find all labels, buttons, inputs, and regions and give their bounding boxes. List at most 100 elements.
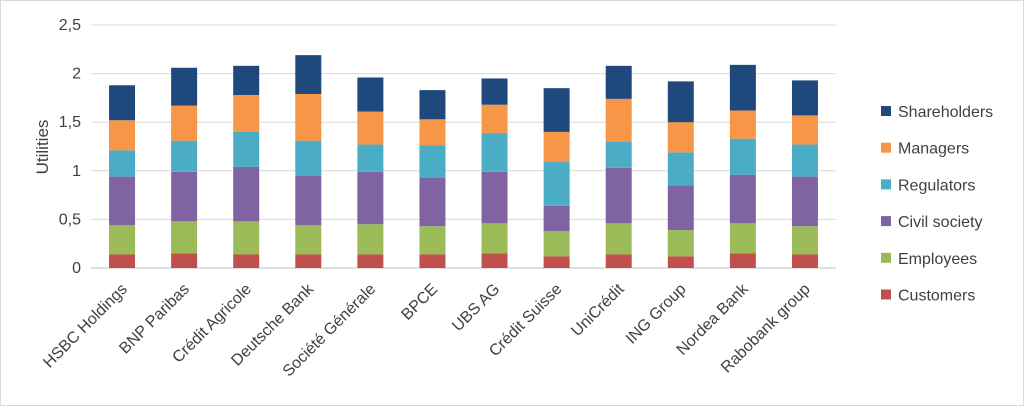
legend-swatch [881, 142, 891, 153]
legend-label: Shareholders [898, 104, 993, 121]
bar-segment-managers [357, 111, 384, 145]
bar-segment-employees [295, 225, 322, 255]
bar-segment-managers [481, 104, 508, 133]
bar-segment-civil-society [667, 185, 694, 231]
bar-segment-customers [109, 254, 136, 268]
x-tick-label: UBS AG [449, 281, 503, 335]
legend-label: Regulators [898, 177, 975, 194]
bar-segment-managers [667, 122, 694, 153]
bar-segment-employees [357, 224, 384, 255]
bar-segment-managers [543, 131, 570, 163]
bar-segment-employees [109, 225, 136, 255]
bar-segment-employees [729, 223, 756, 254]
bar-segment-regulators [295, 140, 322, 176]
bar-segment-managers [233, 94, 260, 132]
bar-segment-customers [605, 254, 632, 268]
bar-segment-customers [791, 254, 818, 268]
bar-segment-shareholders [357, 77, 384, 112]
bar-segment-shareholders [791, 80, 818, 116]
y-axis: 0 0,5 1 1,5 2 2,5 [59, 17, 81, 277]
bar-segment-civil-society [109, 176, 136, 226]
bar-segment-civil-society [419, 177, 446, 227]
bar-segment-regulators [543, 162, 570, 206]
bar-segment-managers [109, 120, 136, 151]
bar-segment-regulators [481, 132, 508, 172]
bar-segment-managers [171, 105, 198, 141]
bar-segment-employees [419, 226, 446, 255]
legend-label: Employees [898, 251, 977, 268]
bar-segment-civil-society [295, 175, 322, 226]
x-tick-label: UniCrédit [568, 280, 628, 340]
bar-segment-employees [605, 223, 632, 255]
legend-label: Civil society [898, 214, 982, 231]
bar-segment-managers [605, 98, 632, 142]
legend-label: Managers [898, 141, 969, 158]
bar-segment-civil-society [357, 171, 384, 225]
bar-segment-shareholders [605, 65, 632, 99]
bar-segment-shareholders [481, 78, 508, 105]
x-tick-label: HSBC Holdings [40, 281, 131, 372]
bar-segment-regulators [357, 144, 384, 172]
x-tick-label: ING Group [623, 281, 690, 348]
bar-segment-shareholders [171, 67, 198, 106]
bar-segment-customers [419, 254, 446, 268]
bar-segment-employees [543, 231, 570, 257]
bar-segment-civil-society [171, 171, 198, 222]
x-tick-label: BPCE [398, 281, 441, 324]
legend: Shareholders Managers Regulators Civil soci… [881, 104, 993, 305]
legend-swatch [881, 216, 891, 227]
bar-segment-regulators [171, 140, 198, 172]
bar-segment-civil-society [729, 174, 756, 224]
y-tick-label: 2,5 [59, 17, 81, 34]
bar-segment-civil-society [233, 166, 260, 222]
y-axis-title: Utilities [33, 120, 52, 175]
bar-segment-shareholders [419, 90, 446, 120]
bar-segment-employees [171, 221, 198, 254]
bar-segment-regulators [791, 144, 818, 177]
y-tick-label: 2 [72, 66, 81, 83]
y-tick-label: 1,5 [59, 114, 81, 131]
bar-segment-regulators [605, 141, 632, 168]
legend-label: Customers [898, 288, 975, 305]
legend-swatch [881, 289, 891, 300]
bar-segment-civil-society [543, 205, 570, 232]
gridlines [91, 24, 836, 269]
bar-segment-regulators [729, 138, 756, 175]
bar-segment-customers [481, 253, 508, 268]
bar-segment-employees [791, 226, 818, 255]
bar-segment-regulators [419, 145, 446, 178]
bar-segment-managers [791, 115, 818, 145]
legend-swatch [881, 106, 891, 116]
bar-segment-employees [481, 223, 508, 254]
bar-segment-employees [667, 230, 694, 257]
y-tick-label: 1 [72, 163, 81, 180]
y-tick-label: 0 [72, 260, 81, 277]
y-tick-label: 0,5 [59, 211, 81, 228]
bar-segment-managers [295, 94, 322, 141]
bar-segment-employees [233, 221, 260, 255]
legend-swatch [881, 252, 891, 263]
bar-segment-managers [419, 119, 446, 146]
bar-segment-shareholders [109, 85, 136, 121]
legend-swatch [881, 179, 891, 190]
bars [109, 55, 818, 268]
bar-segment-customers [295, 254, 322, 268]
bar-segment-shareholders [233, 65, 260, 95]
bar-segment-regulators [233, 131, 260, 167]
bar-segment-customers [357, 254, 384, 268]
bar-segment-shareholders [295, 55, 322, 95]
bar-segment-customers [729, 253, 756, 268]
bar-segment-customers [543, 256, 570, 268]
bar-segment-customers [171, 253, 198, 268]
bar-segment-managers [729, 110, 756, 139]
bar-segment-regulators [109, 150, 136, 177]
bar-segment-customers [233, 254, 260, 268]
bar-segment-civil-society [605, 167, 632, 224]
bar-segment-shareholders [667, 81, 694, 123]
bar-segment-civil-society [791, 176, 818, 227]
bar-segment-shareholders [729, 64, 756, 111]
bar-segment-civil-society [481, 171, 508, 224]
